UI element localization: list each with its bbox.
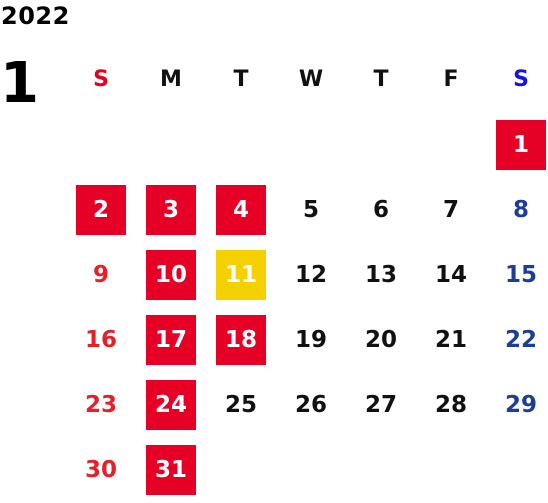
calendar-day-number: 3 — [146, 184, 196, 235]
calendar-day-16[interactable]: 16 — [66, 307, 136, 372]
calendar-day-26[interactable]: 26 — [276, 372, 346, 437]
calendar-day-27[interactable]: 27 — [346, 372, 416, 437]
calendar-day-8[interactable]: 8 — [486, 177, 548, 242]
calendar-day-21[interactable]: 21 — [416, 307, 486, 372]
calendar-day-19[interactable]: 19 — [276, 307, 346, 372]
calendar-day-17[interactable]: 17 — [136, 307, 206, 372]
calendar-day-number: 2 — [76, 184, 126, 235]
weekday-header-wednesday: W — [298, 67, 324, 92]
calendar-day-number: 29 — [504, 391, 537, 418]
calendar-day-5[interactable]: 5 — [276, 177, 346, 242]
calendar-month: 1 — [0, 51, 39, 116]
calendar-day-number: 24 — [146, 379, 196, 430]
calendar-day-number: 31 — [146, 444, 196, 495]
calendar-day-14[interactable]: 14 — [416, 242, 486, 307]
calendar-empty-cell — [66, 112, 136, 177]
weekday-header-friday: F — [443, 67, 459, 92]
weekday-header-tuesday: T — [233, 67, 249, 92]
calendar-day-24[interactable]: 24 — [136, 372, 206, 437]
calendar-day-number: 15 — [504, 261, 537, 288]
calendar-day-number: 18 — [216, 314, 266, 365]
calendar-day-number: 22 — [504, 326, 537, 353]
calendar-day-number: 12 — [294, 261, 327, 288]
calendar-day-10[interactable]: 10 — [136, 242, 206, 307]
calendar-empty-cell — [346, 112, 416, 177]
calendar-day-20[interactable]: 20 — [346, 307, 416, 372]
calendar-empty-cell — [346, 437, 416, 502]
calendar-empty-cell — [206, 112, 276, 177]
calendar-empty-cell — [416, 112, 486, 177]
calendar-day-15[interactable]: 15 — [486, 242, 548, 307]
weekday-header-thursday: T — [373, 67, 389, 92]
calendar-day-number: 17 — [146, 314, 196, 365]
calendar-day-number: 8 — [512, 196, 529, 223]
calendar-day-number: 5 — [302, 196, 319, 223]
calendar-day-7[interactable]: 7 — [416, 177, 486, 242]
calendar-day-number: 13 — [364, 261, 397, 288]
calendar-day-25[interactable]: 25 — [206, 372, 276, 437]
calendar-day-number: 23 — [84, 391, 117, 418]
calendar-empty-cell — [276, 112, 346, 177]
calendar-day-9[interactable]: 9 — [66, 242, 136, 307]
calendar-day-28[interactable]: 28 — [416, 372, 486, 437]
calendar-empty-cell — [276, 437, 346, 502]
calendar-day-30[interactable]: 30 — [66, 437, 136, 502]
calendar-empty-cell — [136, 112, 206, 177]
calendar-day-number: 7 — [442, 196, 459, 223]
calendar-empty-cell — [206, 437, 276, 502]
calendar-day-number: 9 — [92, 261, 109, 288]
calendar-day-4[interactable]: 4 — [206, 177, 276, 242]
calendar-day-6[interactable]: 6 — [346, 177, 416, 242]
calendar-day-number: 30 — [84, 456, 117, 483]
calendar-day-31[interactable]: 31 — [136, 437, 206, 502]
calendar-day-29[interactable]: 29 — [486, 372, 548, 437]
calendar-day-number: 6 — [372, 196, 389, 223]
weekday-header-monday: M — [160, 67, 182, 92]
calendar-day-number: 25 — [224, 391, 257, 418]
weekday-header-saturday: S — [513, 67, 529, 92]
calendar-day-number: 28 — [434, 391, 467, 418]
calendar-grid: S M T W T F S 1 2 3 4 5 6 7 8 9 10 11 12 13 14 15 16 17 1… — [66, 47, 548, 502]
weekday-header-sunday: S — [93, 67, 109, 92]
calendar-day-number: 27 — [364, 391, 397, 418]
calendar-day-22[interactable]: 22 — [486, 307, 548, 372]
calendar-day-1[interactable]: 1 — [486, 112, 548, 177]
calendar-day-number: 14 — [434, 261, 467, 288]
calendar-empty-cell — [416, 437, 486, 502]
calendar-day-number: 10 — [146, 249, 196, 300]
calendar-day-2[interactable]: 2 — [66, 177, 136, 242]
calendar-day-number: 1 — [496, 119, 546, 170]
calendar-day-number: 26 — [294, 391, 327, 418]
calendar-empty-cell — [486, 437, 548, 502]
calendar-day-12[interactable]: 12 — [276, 242, 346, 307]
calendar-day-number: 20 — [364, 326, 397, 353]
calendar-year: 2022 — [1, 2, 70, 30]
calendar-day-18[interactable]: 18 — [206, 307, 276, 372]
calendar-day-number: 4 — [216, 184, 266, 235]
calendar-day-3[interactable]: 3 — [136, 177, 206, 242]
calendar-day-number: 19 — [294, 326, 327, 353]
calendar-day-11[interactable]: 11 — [206, 242, 276, 307]
calendar-day-23[interactable]: 23 — [66, 372, 136, 437]
calendar-day-number: 16 — [84, 326, 117, 353]
calendar-day-number: 21 — [434, 326, 467, 353]
calendar-day-13[interactable]: 13 — [346, 242, 416, 307]
calendar-day-number: 11 — [216, 249, 266, 300]
